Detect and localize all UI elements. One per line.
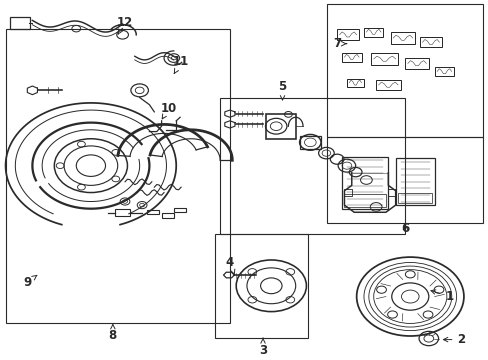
Text: 9: 9 — [23, 275, 37, 289]
Text: 4: 4 — [225, 256, 234, 274]
Text: 7: 7 — [332, 37, 346, 50]
Text: 1: 1 — [430, 290, 452, 303]
Text: 3: 3 — [259, 338, 266, 357]
Text: 8: 8 — [108, 324, 117, 342]
Text: 11: 11 — [173, 55, 189, 73]
Text: 12: 12 — [117, 16, 133, 34]
Text: 10: 10 — [161, 102, 177, 119]
Text: 5: 5 — [278, 80, 286, 100]
Text: 2: 2 — [443, 333, 465, 346]
Text: 6: 6 — [401, 222, 408, 235]
